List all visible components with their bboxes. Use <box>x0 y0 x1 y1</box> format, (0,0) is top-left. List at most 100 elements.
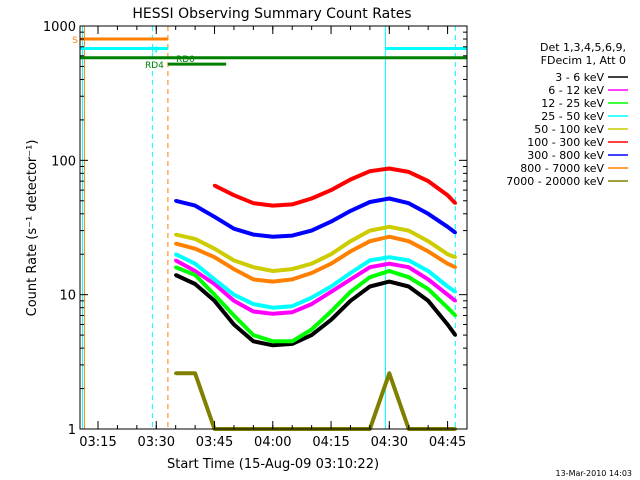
legend: Det 1,3,4,5,6,9, FDecim 1, Att 0 3 - 6 k… <box>506 41 628 188</box>
data-point-5-4 <box>251 201 255 205</box>
flag-label-0: S <box>72 36 78 46</box>
data-point-4-7 <box>310 262 314 266</box>
series-line-8 <box>175 371 456 431</box>
data-point-7-2 <box>212 255 217 259</box>
data-point-5-7 <box>310 196 314 201</box>
data-point-7-1 <box>193 247 197 251</box>
data-point-5-12 <box>407 170 411 174</box>
data-point-1-7 <box>310 302 314 306</box>
legend-label-3: 25 - 50 keV <box>541 110 604 123</box>
data-point-4-0 <box>174 232 178 237</box>
series-line-1 <box>174 258 457 316</box>
data-point-0-2 <box>212 299 217 303</box>
y-tick-label-0: 1 <box>68 423 76 438</box>
legend-label-7: 800 - 7000 keV <box>520 162 604 175</box>
data-point-1-3 <box>232 299 236 303</box>
data-point-2-10 <box>368 275 372 279</box>
data-point-6-3 <box>232 227 236 231</box>
x-tick-label-6: 04:45 <box>429 435 466 450</box>
data-point-2-15 <box>453 313 457 318</box>
x-tick-label-0: 03:15 <box>79 435 116 450</box>
data-point-1-12 <box>407 265 411 269</box>
data-point-6-0 <box>174 199 178 203</box>
data-point-5-14 <box>445 193 450 197</box>
data-point-0-0 <box>174 273 178 277</box>
data-point-2-8 <box>329 309 333 314</box>
legend-title-line-2: FDecim 1, Att 0 <box>541 54 626 67</box>
data-point-4-11 <box>387 225 391 229</box>
data-point-2-9 <box>348 290 353 294</box>
data-point-7-15 <box>453 265 457 269</box>
data-point-6-1 <box>193 204 197 208</box>
plot-frame <box>79 25 468 430</box>
data-point-1-2 <box>212 282 217 286</box>
data-point-6-5 <box>271 235 275 239</box>
data-point-3-3 <box>232 293 236 297</box>
data-point-0-15 <box>453 333 457 337</box>
data-point-0-5 <box>271 343 275 347</box>
data-point-1-15 <box>453 299 457 303</box>
data-point-5-2 <box>212 183 217 188</box>
data-point-1-8 <box>329 290 333 294</box>
x-tick-label-4: 04:15 <box>312 435 349 450</box>
legend-label-5: 100 - 300 keV <box>527 136 604 149</box>
series-line-5 <box>213 166 457 208</box>
data-point-0-13 <box>426 299 430 303</box>
data-point-6-6 <box>290 234 294 238</box>
data-point-4-4 <box>251 265 255 269</box>
data-point-0-1 <box>193 282 197 286</box>
data-point-6-11 <box>387 196 391 201</box>
data-point-1-4 <box>251 309 255 314</box>
series-line-4 <box>175 224 457 273</box>
y-tick-label-3: 1000 <box>43 20 76 35</box>
data-point-5-6 <box>290 202 294 206</box>
flag-label-2: RD0 <box>176 55 195 65</box>
data-point-3-14 <box>445 284 450 289</box>
axes-layer: 03:15 03:30 03:45 04:00 04:15 04:30 04:45 1 10 10… <box>43 20 468 450</box>
data-point-4-2 <box>212 247 217 251</box>
data-point-1-14 <box>445 293 450 297</box>
data-point-5-9 <box>348 177 353 182</box>
data-point-0-9 <box>348 299 353 303</box>
series-line-0 <box>174 273 457 348</box>
data-point-2-14 <box>445 306 450 310</box>
legend-label-1: 6 - 12 keV <box>548 84 604 97</box>
data-point-2-13 <box>426 287 430 291</box>
series-line-2 <box>174 265 457 344</box>
legend-label-2: 12 - 25 keV <box>541 97 604 110</box>
data-point-4-12 <box>407 228 411 233</box>
data-point-4-5 <box>271 269 275 273</box>
flag-label-3: RD4 <box>145 61 164 71</box>
data-point-6-15 <box>453 230 457 235</box>
data-point-3-5 <box>271 306 275 310</box>
data-point-5-15 <box>453 201 457 205</box>
data-point-2-1 <box>193 273 197 277</box>
data-point-3-15 <box>453 290 457 294</box>
data-point-6-8 <box>329 219 333 224</box>
data-point-3-6 <box>290 304 294 308</box>
data-point-4-10 <box>368 228 372 233</box>
data-point-1-11 <box>387 262 391 266</box>
y-axis-label: Count Rate (s⁻¹ detector⁻¹) <box>25 140 40 317</box>
data-point-6-12 <box>407 201 411 205</box>
data-point-7-10 <box>368 239 372 243</box>
data-point-1-0 <box>174 258 178 262</box>
legend-label-4: 50 - 100 keV <box>534 123 604 136</box>
data-point-7-6 <box>290 277 294 281</box>
data-point-6-14 <box>445 225 450 229</box>
series-line-7 <box>175 234 457 284</box>
data-point-0-10 <box>368 284 372 289</box>
flag-label-1: N <box>151 45 158 55</box>
data-point-0-8 <box>329 318 333 322</box>
data-point-3-1 <box>193 262 197 266</box>
data-point-7-11 <box>387 235 391 239</box>
data-point-0-4 <box>251 339 255 343</box>
data-point-1-9 <box>348 277 353 281</box>
data-point-7-14 <box>445 262 450 266</box>
data-point-1-13 <box>426 277 430 281</box>
data-point-3-7 <box>310 296 314 300</box>
data-point-7-0 <box>174 241 178 246</box>
data-point-7-12 <box>407 239 411 243</box>
